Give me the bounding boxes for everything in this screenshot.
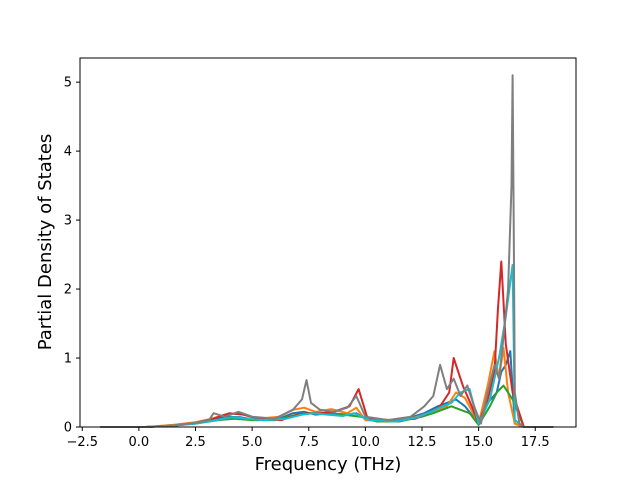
plot-frame bbox=[79, 57, 577, 428]
x-axis-label: Frequency (THz) bbox=[255, 454, 402, 475]
x-tick-label: 2.5 bbox=[185, 435, 206, 450]
series-line-6 bbox=[100, 74, 554, 428]
x-tick-label: 7.5 bbox=[298, 435, 319, 450]
y-tick-label: 4 bbox=[64, 145, 72, 160]
x-tick-label: 5.0 bbox=[242, 435, 263, 450]
x-axis: −2.5 0.0 2.5 5.0 7.5 10.0 12.5 15.0 17.5 bbox=[66, 427, 550, 450]
x-tick-label: 15.0 bbox=[464, 435, 493, 450]
series-layer bbox=[100, 74, 554, 428]
y-tick-label: 2 bbox=[64, 283, 72, 298]
y-tick-label: 3 bbox=[64, 214, 72, 229]
x-tick-label: 12.5 bbox=[408, 435, 437, 450]
x-tick-label: −2.5 bbox=[66, 435, 98, 450]
x-tick-label: 0.0 bbox=[129, 435, 150, 450]
y-axis-label: Partial Density of States bbox=[35, 134, 56, 351]
y-axis: 0 1 2 3 4 5 bbox=[64, 76, 80, 436]
y-tick-label: 0 bbox=[64, 421, 72, 436]
x-tick-label: 10.0 bbox=[351, 435, 380, 450]
y-tick-label: 5 bbox=[64, 76, 72, 91]
x-tick-label: 17.5 bbox=[521, 435, 550, 450]
y-tick-label: 1 bbox=[64, 352, 72, 367]
